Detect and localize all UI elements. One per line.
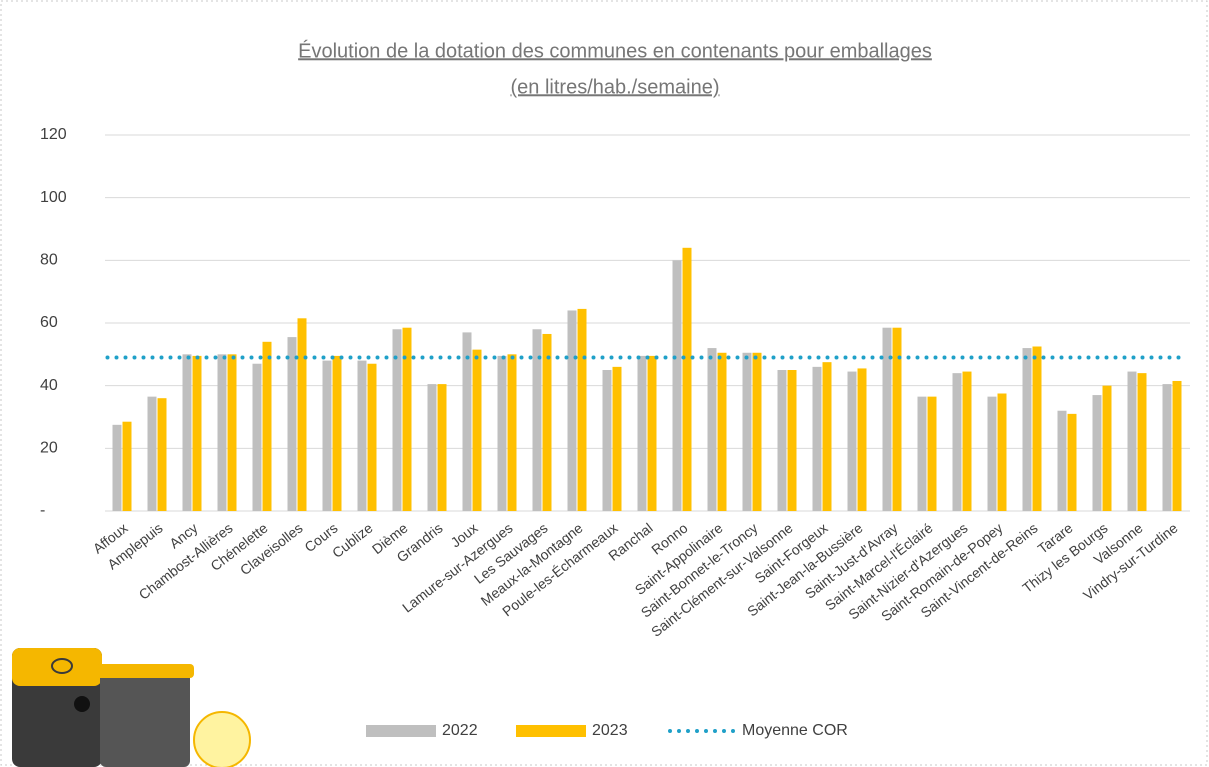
bar	[182, 354, 192, 511]
bar	[1032, 346, 1042, 511]
bar	[787, 370, 797, 511]
bar	[497, 355, 507, 511]
bar	[812, 366, 822, 511]
bar	[332, 355, 342, 511]
bar	[217, 354, 227, 511]
legend-label: 2022	[442, 722, 478, 739]
bar	[122, 421, 132, 511]
bar	[717, 352, 727, 511]
bar	[367, 363, 377, 511]
bar	[322, 360, 332, 511]
bar	[392, 329, 402, 511]
bar	[672, 260, 682, 511]
bar	[227, 354, 237, 511]
bar	[1162, 384, 1172, 511]
bar	[472, 349, 482, 511]
y-tick-label: 100	[40, 189, 67, 206]
legend-swatch	[366, 725, 436, 737]
bar	[857, 368, 867, 511]
bar	[112, 424, 122, 511]
bar	[287, 337, 297, 511]
bar	[997, 393, 1007, 511]
chart-subtitle: (en litres/hab./semaine)	[511, 76, 720, 98]
chart-title: Évolution de la dotation des communes en…	[298, 39, 932, 62]
bar	[532, 329, 542, 511]
bar	[637, 355, 647, 511]
bar	[427, 384, 437, 511]
bar	[462, 332, 472, 511]
bar	[927, 396, 937, 511]
bar	[1067, 413, 1077, 511]
bar	[577, 308, 587, 511]
bar	[402, 327, 412, 511]
bar	[437, 384, 447, 511]
bar	[507, 354, 517, 511]
y-tick-label: -	[40, 502, 45, 519]
bar	[262, 341, 272, 511]
legend-swatch	[516, 725, 586, 737]
bar	[917, 396, 927, 511]
bar	[1127, 371, 1137, 511]
bar	[567, 310, 577, 511]
x-tick-label: Cublize	[329, 520, 376, 561]
bar	[987, 396, 997, 511]
bar	[707, 348, 717, 511]
bar	[1102, 385, 1112, 511]
bar	[192, 355, 202, 511]
bar	[742, 352, 752, 511]
illustration	[12, 648, 251, 767]
bar	[157, 398, 167, 511]
bar	[357, 360, 367, 511]
bar	[647, 355, 657, 511]
bar	[1057, 410, 1067, 511]
legend-label: Moyenne COR	[742, 722, 848, 739]
bar	[882, 327, 892, 511]
bar	[612, 366, 622, 511]
legend-label: 2023	[592, 722, 628, 739]
y-tick-label: 20	[40, 440, 58, 457]
bar	[752, 352, 762, 511]
bar	[777, 370, 787, 511]
y-tick-label: 120	[40, 126, 67, 143]
y-tick-label: 40	[40, 377, 58, 394]
bar	[952, 373, 962, 511]
bar	[542, 333, 552, 511]
bar	[297, 318, 307, 511]
y-tick-label: 60	[40, 314, 58, 331]
bar	[1137, 373, 1147, 511]
bar	[847, 371, 857, 511]
bar	[602, 370, 612, 511]
bar	[892, 327, 902, 511]
bar	[1022, 348, 1032, 511]
bar	[1092, 395, 1102, 511]
bar	[822, 362, 832, 511]
bar	[1172, 380, 1182, 511]
y-tick-label: 80	[40, 252, 58, 269]
bar	[682, 247, 692, 512]
bar	[962, 371, 972, 511]
bar	[252, 363, 262, 511]
bar	[147, 396, 157, 511]
